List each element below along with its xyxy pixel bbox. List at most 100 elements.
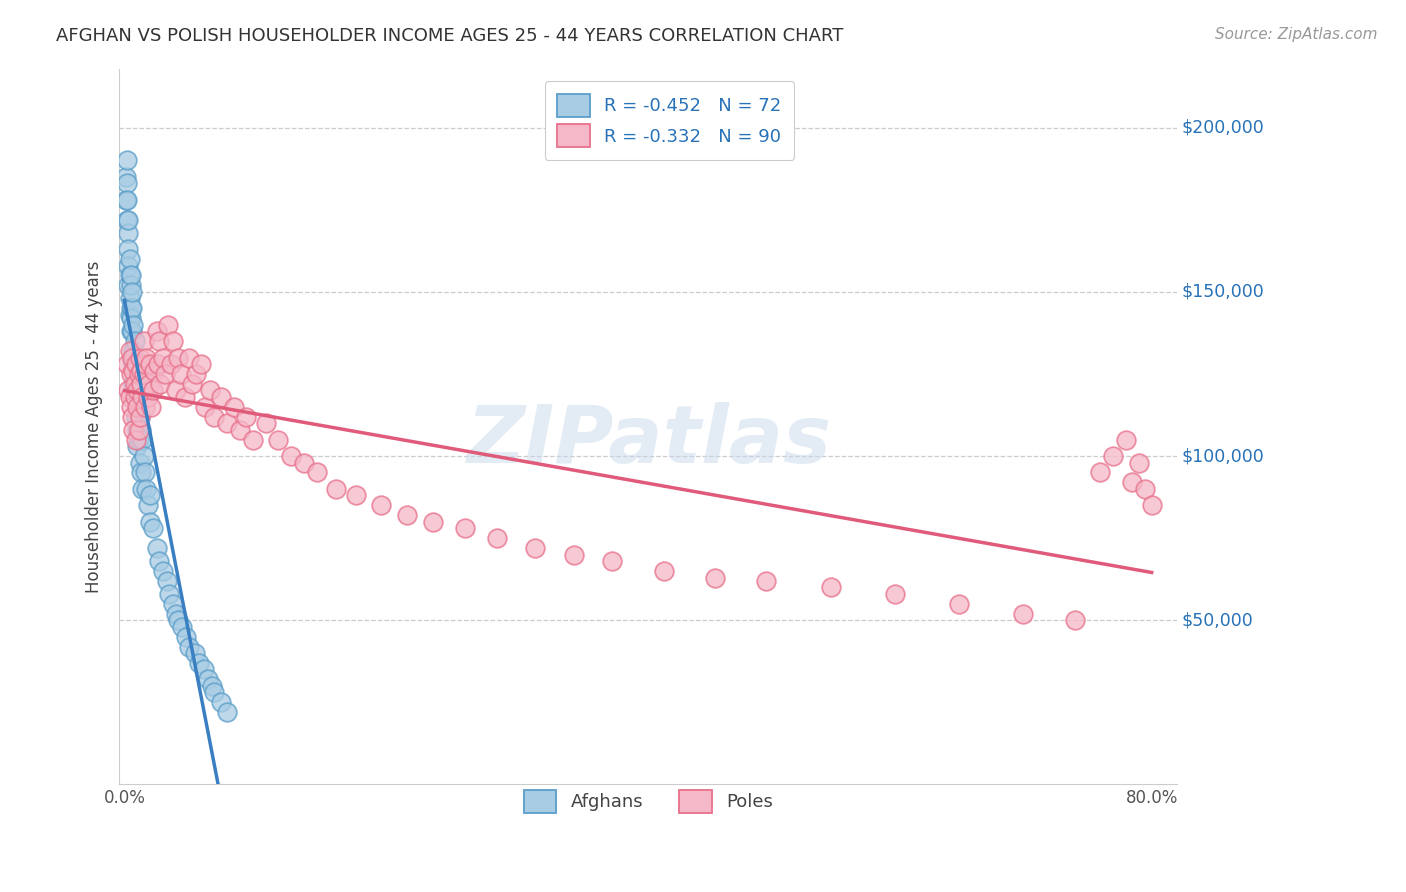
Point: [118, 292, 141, 306]
Point: [138, 376, 160, 391]
Point: [149, 376, 172, 391]
Point: [118, 308, 141, 322]
Point: [127, 439, 149, 453]
Point: [118, 343, 141, 358]
Point: [122, 364, 145, 378]
Point: [122, 318, 145, 332]
Point: [146, 357, 169, 371]
Point: [120, 311, 142, 326]
Point: [124, 334, 146, 348]
Point: [190, 357, 212, 371]
Point: [704, 570, 727, 584]
Point: [131, 433, 153, 447]
Legend: Afghans, Poles: Afghans, Poles: [510, 777, 786, 825]
Point: [128, 367, 150, 381]
Point: [325, 482, 347, 496]
Point: [184, 646, 207, 660]
Point: [162, 334, 184, 348]
Point: [132, 367, 155, 381]
Point: [114, 193, 136, 207]
Point: [193, 663, 215, 677]
Point: [115, 357, 138, 371]
Point: [422, 515, 444, 529]
Point: [129, 364, 152, 378]
Point: [194, 400, 217, 414]
Point: [167, 351, 190, 365]
Point: [125, 357, 148, 371]
Point: [186, 367, 208, 381]
Point: [120, 400, 142, 414]
Point: [305, 466, 328, 480]
Point: [177, 640, 200, 654]
Point: [155, 367, 177, 381]
Point: [201, 679, 224, 693]
Point: [121, 409, 143, 424]
Point: [134, 400, 156, 414]
Point: [117, 278, 139, 293]
Point: [125, 433, 148, 447]
Point: [162, 597, 184, 611]
Point: [115, 153, 138, 168]
Point: [242, 433, 264, 447]
Point: [118, 268, 141, 283]
Point: [122, 376, 145, 391]
Point: [121, 285, 143, 299]
Point: [755, 574, 778, 588]
Point: [1063, 613, 1085, 627]
Point: [173, 390, 195, 404]
Point: [165, 607, 187, 621]
Point: [120, 278, 142, 293]
Point: [209, 390, 232, 404]
Text: $150,000: $150,000: [1181, 283, 1264, 301]
Point: [142, 521, 165, 535]
Point: [395, 508, 418, 523]
Point: [159, 357, 181, 371]
Point: [235, 409, 257, 424]
Point: [134, 466, 156, 480]
Point: [156, 574, 179, 588]
Point: [134, 357, 156, 371]
Text: AFGHAN VS POLISH HOUSEHOLDER INCOME AGES 25 - 44 YEARS CORRELATION CHART: AFGHAN VS POLISH HOUSEHOLDER INCOME AGES…: [56, 27, 844, 45]
Point: [229, 423, 252, 437]
Point: [118, 390, 141, 404]
Point: [1128, 456, 1150, 470]
Point: [142, 384, 165, 398]
Point: [602, 554, 624, 568]
Point: [128, 351, 150, 365]
Point: [135, 351, 157, 365]
Text: $100,000: $100,000: [1181, 447, 1264, 465]
Point: [124, 367, 146, 381]
Point: [124, 376, 146, 391]
Point: [128, 433, 150, 447]
Point: [157, 318, 180, 332]
Point: [1140, 498, 1163, 512]
Point: [177, 351, 200, 365]
Text: Source: ZipAtlas.com: Source: ZipAtlas.com: [1215, 27, 1378, 42]
Point: [1115, 433, 1137, 447]
Point: [145, 541, 167, 555]
Point: [1090, 466, 1112, 480]
Point: [128, 456, 150, 470]
Point: [125, 357, 148, 371]
Point: [948, 597, 970, 611]
Point: [136, 498, 159, 512]
Point: [115, 193, 138, 207]
Point: [120, 367, 142, 381]
Point: [127, 400, 149, 414]
Point: [117, 242, 139, 256]
Point: [121, 351, 143, 365]
Point: [222, 400, 245, 414]
Point: [217, 705, 239, 719]
Point: [562, 548, 585, 562]
Point: [127, 423, 149, 437]
Point: [524, 541, 547, 555]
Point: [267, 433, 290, 447]
Point: [254, 416, 277, 430]
Point: [120, 268, 142, 283]
Point: [174, 630, 197, 644]
Point: [152, 351, 174, 365]
Point: [454, 521, 477, 535]
Point: [124, 390, 146, 404]
Point: [125, 409, 148, 424]
Point: [202, 685, 225, 699]
